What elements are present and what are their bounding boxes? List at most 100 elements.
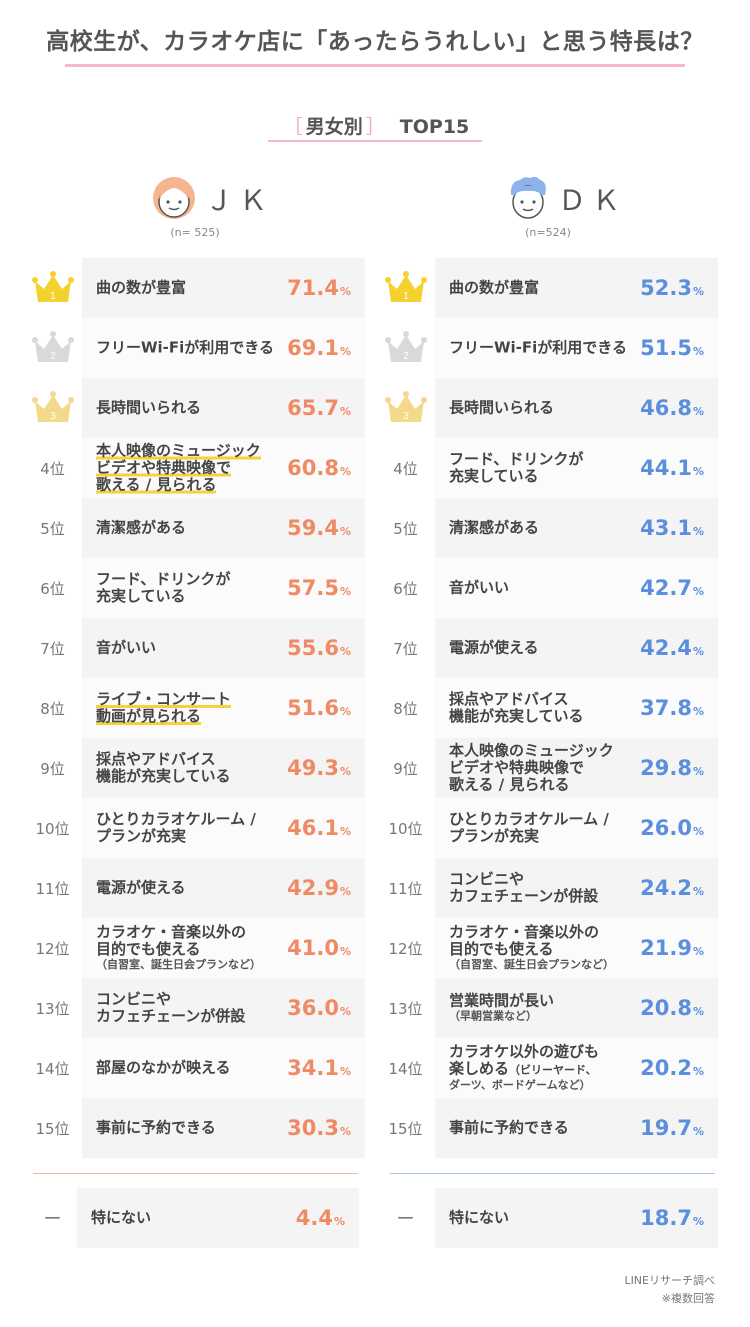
bronze-crown-icon: 3 <box>384 391 427 422</box>
item-label-line: フード、ドリンクが <box>449 450 584 468</box>
rank-cell: 3 <box>378 378 433 438</box>
value-number: 51.6 <box>287 696 339 720</box>
rank-cell: 3 <box>25 378 80 438</box>
dk-sample-size: (n=524) <box>525 226 571 239</box>
item-label: 音がいい <box>96 639 281 657</box>
item-value: 34.1% <box>287 1056 351 1080</box>
value-unit: % <box>692 705 704 718</box>
rank-cell: ー <box>396 1209 415 1230</box>
rank-cell: 1 <box>378 258 433 318</box>
item-label: ひとりカラオケルーム / プランが充実 <box>96 811 281 845</box>
value-number: 46.8 <box>640 396 692 420</box>
multiple-answer-note: ※複数回答 <box>661 1292 715 1305</box>
ranking-row: 4位 本人映像のミュージックビデオや特典映像で歌える / 見られる 60.8% <box>25 438 365 498</box>
item-note: （自習室、誕生日会プランなど） <box>449 958 614 971</box>
value-unit: % <box>692 1065 704 1078</box>
item-label: 本人映像のミュージックビデオや特典映像で歌える / 見られる <box>96 441 281 494</box>
item-value: 20.2% <box>640 1056 704 1080</box>
item-label-line: カラオケ以外の遊びも <box>449 1042 600 1061</box>
item-label: 音がいい <box>449 579 634 597</box>
jk-column: ＪＫ (n= 525) 1 曲の数が豊富 71.4% 2 フリーWi-Fiが利用できる 6… <box>25 0 365 1327</box>
item-label: 電源が使える <box>449 639 634 657</box>
item-value: 65.7% <box>287 396 351 420</box>
ranking-row: 5位 清潔感がある 43.1% <box>378 498 718 558</box>
value-unit: % <box>692 345 704 358</box>
ranking-row: 8位 ライブ・コンサート動画が見られる 51.6% <box>25 678 365 738</box>
value-number: 20.2 <box>640 1056 692 1080</box>
boy-face-icon <box>510 176 546 219</box>
value-number: 49.3 <box>287 756 339 780</box>
item-label: 採点やアドバイス 機能が充実している <box>96 751 281 785</box>
rank-cell: 4位 <box>393 459 418 478</box>
item-value: 52.3% <box>640 276 704 300</box>
item-value: 69.1% <box>287 336 351 360</box>
ranking-row: 1 曲の数が豊富 52.3% <box>378 258 718 318</box>
item-cell: 採点やアドバイス 機能が充実している 49.3% <box>82 738 365 798</box>
rank-cell: 11位 <box>35 879 70 898</box>
item-label: 採点やアドバイス 機能が充実している <box>449 691 634 725</box>
jk-separator <box>33 1173 358 1174</box>
value-number: 26.0 <box>640 816 692 840</box>
item-label-line: 曲の数が豊富 <box>449 278 540 297</box>
value-number: 69.1 <box>287 336 339 360</box>
item-cell: 本人映像のミュージックビデオや特典映像で歌える / 見られる 60.8% <box>82 438 365 498</box>
value-number: 24.2 <box>640 876 692 900</box>
item-label: 長時間いられる <box>449 399 634 417</box>
item-label: カラオケ・音楽以外の 目的でも使える （自習室、誕生日会プランなど） <box>96 924 281 972</box>
ranking-row: 14位 カラオケ以外の遊びも 楽しめる（ビリーヤード、 ダーツ、ボードゲームなど） 20… <box>378 1038 718 1098</box>
item-cell: コンビニや カフェチェーンが併設 24.2% <box>435 858 718 918</box>
value-number: 36.0 <box>287 996 339 1020</box>
ranking-row: 10位 ひとりカラオケルーム / プランが充実 26.0% <box>378 798 718 858</box>
value-number: 60.8 <box>287 456 339 480</box>
ranking-row: 12位 カラオケ・音楽以外の 目的でも使える （自習室、誕生日会プランなど） 21.9% <box>378 918 718 978</box>
item-cell: フード、ドリンクが 充実している 57.5% <box>82 558 365 618</box>
value-unit: % <box>339 1005 351 1018</box>
rank-cell: 1 <box>25 258 80 318</box>
item-label: 長時間いられる <box>96 399 281 417</box>
ranking-row: 7位 電源が使える 42.4% <box>378 618 718 678</box>
jk-label: ＪＫ <box>205 184 274 217</box>
item-label-line: 清潔感がある <box>96 518 187 537</box>
item-label-line: 楽しめる（ビリーヤード、 <box>449 1059 597 1078</box>
item-value: 60.8% <box>287 456 351 480</box>
item-value: 55.6% <box>287 636 351 660</box>
value-unit: % <box>339 285 351 298</box>
item-label: 事前に予約できる <box>96 1119 281 1137</box>
item-cell: 採点やアドバイス 機能が充実している 37.8% <box>435 678 718 738</box>
value-number: 21.9 <box>640 936 692 960</box>
item-label-line: 目的でも使える <box>449 940 554 958</box>
crown-rank-number: 2 <box>403 351 409 362</box>
value-unit: % <box>692 885 704 898</box>
value-unit: % <box>692 1125 704 1138</box>
item-note: （自習室、誕生日会プランなど） <box>96 958 261 971</box>
silver-crown-icon: 2 <box>384 331 427 362</box>
item-cell: ひとりカラオケルーム / プランが充実 26.0% <box>435 798 718 858</box>
ranking-row: 1 曲の数が豊富 71.4% <box>25 258 365 318</box>
value-number: 29.8 <box>640 756 692 780</box>
item-cell: 電源が使える 42.4% <box>435 618 718 678</box>
value-number: 30.3 <box>287 1116 339 1140</box>
value-number: 4.4 <box>295 1206 333 1230</box>
item-label-line: ひとりカラオケルーム / <box>96 810 256 828</box>
ranking-row: 9位 本人映像のミュージック ビデオや特典映像で 歌える / 見られる 29.8% <box>378 738 718 798</box>
subtitle-top15: TOP15 <box>399 116 470 138</box>
item-cell: 本人映像のミュージック ビデオや特典映像で 歌える / 見られる 29.8% <box>435 738 718 798</box>
crown-rank-number: 1 <box>403 291 409 302</box>
subtitle-underline <box>268 140 482 142</box>
item-value: 57.5% <box>287 576 351 600</box>
value-unit: % <box>692 285 704 298</box>
item-cell: ひとりカラオケルーム / プランが充実 46.1% <box>82 798 365 858</box>
item-label-line: フリーWi-Fiが利用できる <box>449 338 628 357</box>
ranking-row: 8位 採点やアドバイス 機能が充実している 37.8% <box>378 678 718 738</box>
jk-header: ＪＫ <box>25 175 365 225</box>
item-value: 29.8% <box>640 756 704 780</box>
item-label-line: カラオケ・音楽以外の <box>96 923 247 941</box>
title-underline <box>65 64 685 67</box>
ranking-row: 9位 採点やアドバイス 機能が充実している 49.3% <box>25 738 365 798</box>
value-number: 59.4 <box>287 516 339 540</box>
crown-rank-number: 3 <box>50 411 56 422</box>
item-value: 42.7% <box>640 576 704 600</box>
rank-cell: 12位 <box>388 939 423 958</box>
item-label-line: コンビニや <box>96 990 172 1008</box>
item-cell: 音がいい 42.7% <box>435 558 718 618</box>
